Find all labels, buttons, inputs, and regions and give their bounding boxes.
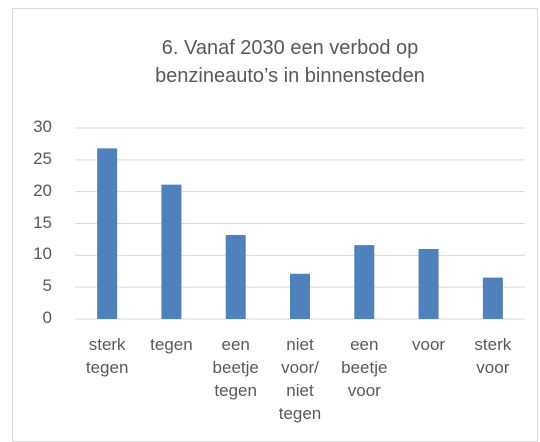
y-tick-label: 15 (33, 212, 52, 232)
chart-title: 6. Vanaf 2030 een verbod op benzineauto’… (155, 37, 425, 87)
x-tick-label: tegen (150, 335, 193, 354)
bar (290, 273, 310, 319)
y-tick-label: 20 (33, 180, 52, 200)
x-tick-label: voor (412, 335, 446, 354)
bar (418, 248, 439, 319)
y-tick-label: 10 (33, 244, 52, 264)
bar (97, 148, 118, 319)
bar (225, 234, 246, 319)
x-tick-label: een beetje voor (341, 335, 388, 400)
y-tick-label: 5 (42, 276, 52, 296)
y-tick-label: 0 (42, 308, 52, 327)
bar (482, 277, 503, 319)
y-tick-label: 30 (33, 117, 52, 136)
x-tick-label: niet voor/ niet tegen (278, 335, 322, 423)
x-tick-label: sterk voor (474, 335, 512, 377)
bar (354, 245, 375, 319)
y-tick-label: 25 (33, 148, 52, 168)
x-tick-label: sterk tegen (85, 335, 129, 377)
bar (161, 184, 182, 319)
x-tick-label: een beetje tegen (212, 335, 259, 400)
